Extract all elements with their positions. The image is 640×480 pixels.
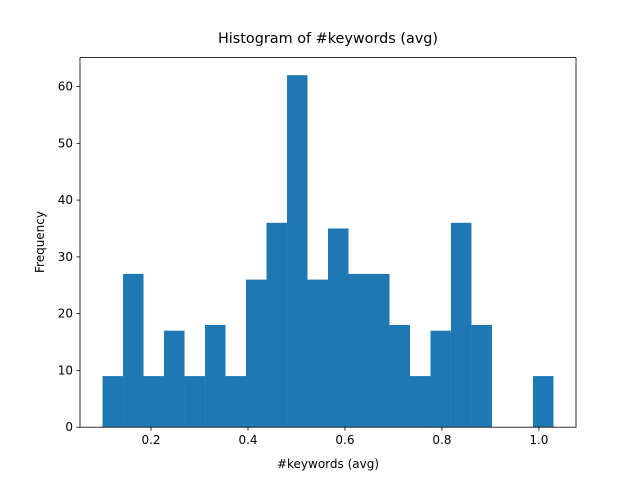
bar bbox=[348, 273, 369, 428]
bar bbox=[409, 376, 431, 428]
bar bbox=[471, 325, 492, 428]
bar bbox=[430, 330, 451, 428]
bar bbox=[266, 222, 288, 428]
bar bbox=[225, 376, 247, 428]
x-tick-label: 0.6 bbox=[335, 433, 354, 447]
y-axis-label: Frequency bbox=[33, 211, 47, 273]
x-tick-label: 1.0 bbox=[529, 433, 548, 447]
y-tick-label: 30 bbox=[58, 250, 73, 264]
bar bbox=[123, 273, 144, 428]
y-tick-label: 0 bbox=[65, 420, 73, 434]
bar bbox=[205, 325, 226, 428]
x-axis-label: #keywords (avg) bbox=[277, 457, 379, 471]
bar bbox=[164, 330, 185, 428]
bar bbox=[246, 279, 267, 428]
bar bbox=[143, 376, 165, 428]
bar bbox=[184, 376, 206, 428]
plot-frame bbox=[79, 57, 577, 428]
x-tick-label: 0.8 bbox=[432, 433, 451, 447]
y-tick-label: 50 bbox=[58, 136, 73, 150]
bar bbox=[307, 279, 328, 428]
bar bbox=[328, 228, 349, 428]
y-tick-label: 10 bbox=[58, 363, 73, 377]
bar bbox=[368, 273, 390, 428]
bar bbox=[102, 376, 124, 428]
chart-title: Histogram of #keywords (avg) bbox=[218, 31, 438, 47]
bar bbox=[287, 75, 308, 428]
y-tick-label: 40 bbox=[58, 193, 73, 207]
x-tick-label: 0.4 bbox=[238, 433, 257, 447]
bar bbox=[389, 325, 410, 428]
y-tick-label: 60 bbox=[58, 80, 73, 94]
bar bbox=[532, 376, 554, 428]
x-tick-label: 0.2 bbox=[141, 433, 160, 447]
bar bbox=[450, 222, 472, 428]
y-tick-label: 20 bbox=[58, 307, 73, 321]
